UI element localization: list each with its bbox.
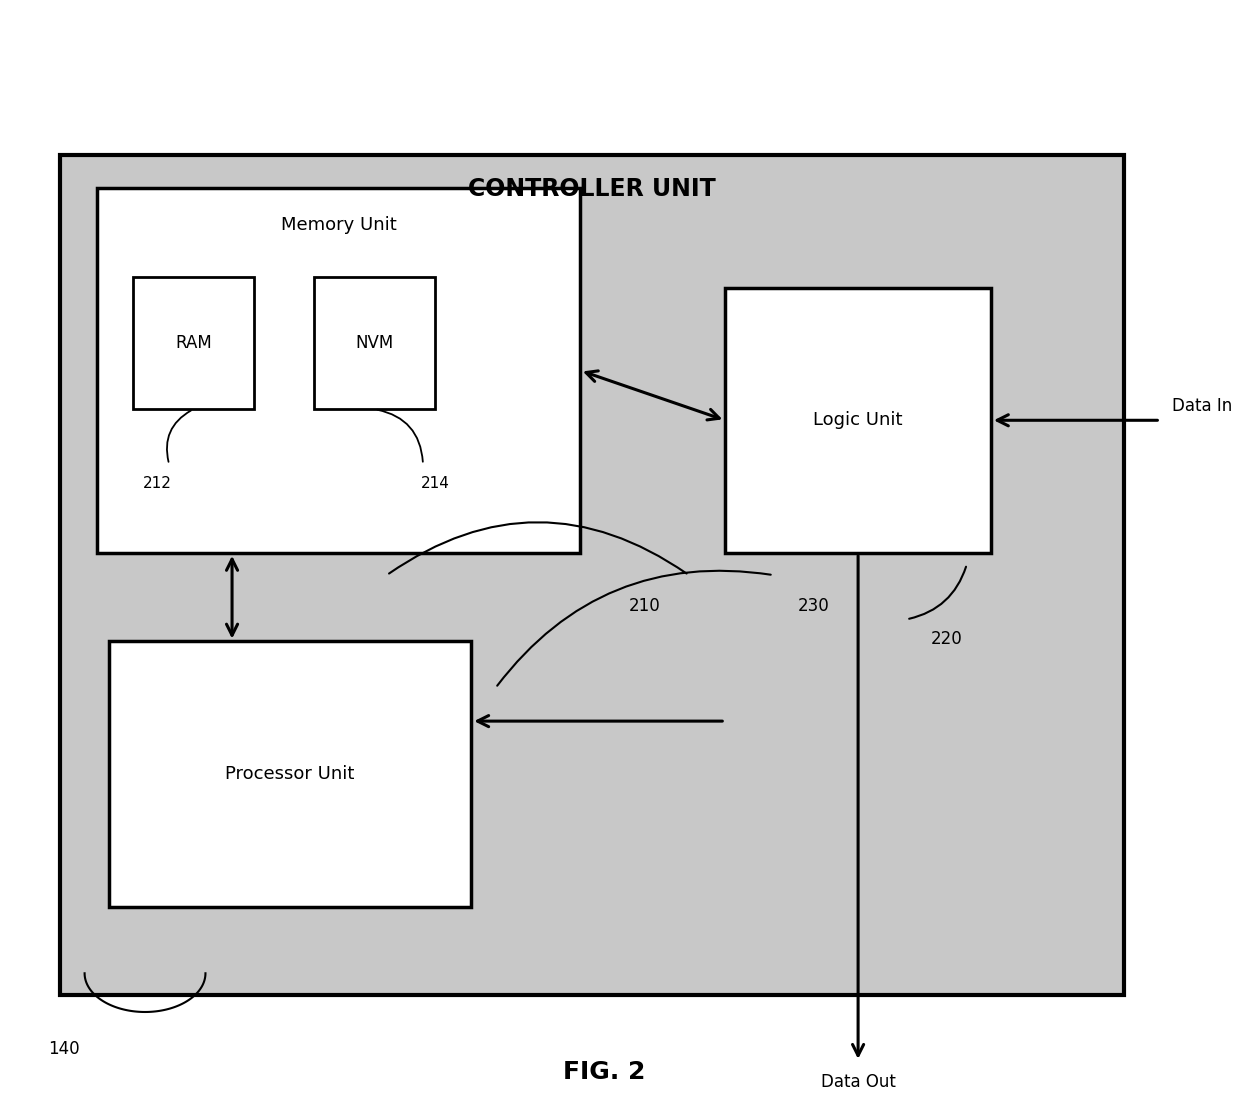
Text: 212: 212 [143, 476, 171, 491]
Text: Memory Unit: Memory Unit [280, 216, 397, 233]
Text: CONTROLLER UNIT: CONTROLLER UNIT [469, 177, 715, 201]
Text: 140: 140 [48, 1040, 79, 1057]
Bar [109, 641, 471, 907]
Text: NVM: NVM [356, 334, 394, 352]
Text: 230: 230 [797, 597, 830, 615]
Bar [133, 276, 254, 409]
Bar [97, 188, 580, 553]
Text: RAM: RAM [175, 334, 212, 352]
Text: Logic Unit: Logic Unit [813, 411, 903, 429]
Text: Data In: Data In [1172, 397, 1233, 415]
Text: FIG. 2: FIG. 2 [563, 1060, 646, 1084]
Text: 210: 210 [629, 597, 660, 615]
Text: 220: 220 [930, 630, 962, 648]
Text: 214: 214 [420, 476, 450, 491]
Bar [314, 276, 435, 409]
Text: Data Out: Data Out [821, 1073, 895, 1091]
Text: Processor Unit: Processor Unit [226, 765, 355, 783]
Bar [725, 288, 991, 553]
Bar [61, 155, 1123, 995]
